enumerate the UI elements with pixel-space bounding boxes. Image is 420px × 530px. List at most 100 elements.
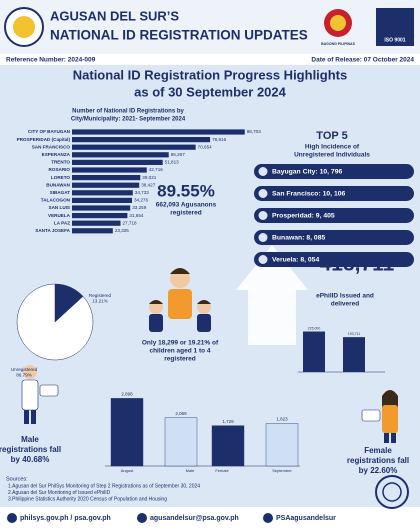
bar xyxy=(164,417,198,467)
fingerprint-icon xyxy=(375,475,409,509)
bar xyxy=(72,220,121,226)
category-label: PROSPERIDAD (Capital) xyxy=(17,137,71,142)
source-item: 3.Philippine Statistics Authority 2020 C… xyxy=(8,496,167,502)
female-note: registrations fall xyxy=(347,456,409,465)
male-note: Male xyxy=(21,435,39,444)
category-label: BUNAWAN xyxy=(46,182,70,187)
source-item: 1.Agusan del Sur PhilSys Monitoring of S… xyxy=(8,483,200,489)
reference: Reference Number: 2024-009 xyxy=(6,57,96,64)
value-label: 2,898 xyxy=(121,392,133,397)
sources-title: Sources: xyxy=(6,476,28,482)
footer-website: philsys.gov.ph / psa.gov.ph xyxy=(20,515,111,522)
value-label: 33,259 xyxy=(132,205,146,210)
category-label: SAN LUIS xyxy=(49,205,70,210)
bar xyxy=(343,337,365,372)
value-label: 34,733 xyxy=(135,190,149,195)
top5-dot xyxy=(258,211,268,220)
bar xyxy=(72,159,163,165)
category-label: SANTA JOSEFA xyxy=(35,228,70,233)
bar xyxy=(72,213,128,219)
bar xyxy=(72,190,133,196)
coverage-text: registered xyxy=(170,210,201,217)
fingerprint-icon xyxy=(382,482,402,502)
header-title: NATIONAL ID REGISTRATION UPDATES xyxy=(50,28,308,43)
bar xyxy=(303,331,325,372)
top5-subtitle: Unregistered Individuals xyxy=(294,152,370,159)
value-label: 193,711 xyxy=(348,332,360,336)
top5-dot xyxy=(258,189,268,198)
psa-logo-inner xyxy=(13,16,35,38)
children-note: registered xyxy=(164,356,195,363)
bagong-text: BAGONG PILIPINAS xyxy=(321,42,356,46)
category-label: LORETO xyxy=(51,175,70,180)
top5-item: Bayugan City: 10, 796 xyxy=(272,169,342,176)
top5-pill xyxy=(254,230,414,245)
category-label: LA PAZ xyxy=(54,220,70,225)
bar xyxy=(211,425,245,467)
category-label: TRENTO xyxy=(51,160,70,165)
value-label: 225,000 xyxy=(308,326,321,330)
female-note: by 22.60% xyxy=(359,466,398,475)
value-label: 42,716 xyxy=(149,167,163,172)
kids-illustration xyxy=(149,268,211,332)
pie-value-label: 13.21% xyxy=(92,299,108,304)
female-figure xyxy=(361,390,398,443)
value-label: 55,267 xyxy=(171,152,185,157)
value-label: 98,703 xyxy=(247,129,261,134)
footer-band xyxy=(0,507,420,530)
footer-email: agusandelsur@psa.gov.ph xyxy=(150,515,239,522)
category-label: Female xyxy=(215,468,229,473)
bar xyxy=(72,205,131,211)
value-label: 23,325 xyxy=(115,228,129,233)
web-icon xyxy=(7,513,17,523)
value-label: 78,916 xyxy=(212,137,226,142)
bar xyxy=(110,398,144,467)
legend-label: September xyxy=(272,468,292,473)
value-label: 34,276 xyxy=(134,198,148,203)
bagong-logo-inner xyxy=(330,15,346,31)
ephilid-caption: delivered xyxy=(331,301,360,308)
value-label: 51,813 xyxy=(165,160,179,165)
bar xyxy=(72,167,147,173)
chart-title: City/Municipality: 2021- September 2024 xyxy=(71,117,186,123)
category-label: ROSARIO xyxy=(49,167,71,172)
value-label: 70,654 xyxy=(198,144,212,149)
male-figure xyxy=(21,365,59,424)
bar xyxy=(72,228,113,234)
children-note: children aged 1 to 4 xyxy=(149,348,210,355)
value-label: 38,427 xyxy=(141,182,155,187)
value-label: 39,021 xyxy=(142,175,156,180)
release-date: Date of Release: 07 October 2024 xyxy=(311,57,414,64)
main-title: as of 30 September 2024 xyxy=(134,84,287,99)
top5-item: Bunawan: 8, 085 xyxy=(272,235,325,242)
bar xyxy=(72,144,196,150)
children-note: Only 18,299 or 19.21% of xyxy=(142,340,219,347)
header-title: AGUSAN DEL SUR’S xyxy=(50,8,179,23)
top5-dot xyxy=(258,167,268,176)
top5-pill xyxy=(254,208,414,223)
top5-dot xyxy=(258,255,268,264)
legend-label: August xyxy=(121,468,134,473)
top5-title: TOP 5 xyxy=(316,130,347,142)
category-label: SAN FRANCISCO xyxy=(32,144,71,149)
male-note: by 40.68% xyxy=(11,455,50,464)
value-label: 2,069 xyxy=(175,411,187,416)
email-icon xyxy=(137,513,147,523)
female-note: Female xyxy=(364,446,392,455)
value-label: 1,729 xyxy=(222,419,234,424)
iso-text: ISO 9001 xyxy=(384,37,405,43)
reference-band xyxy=(0,54,420,65)
pie-value-label: 86.79% xyxy=(16,373,32,378)
top5-pill xyxy=(254,186,414,201)
source-item: 2.Agusan del Sur Monitoring of Issued eP… xyxy=(8,490,111,496)
top5-dot xyxy=(258,233,268,242)
top5-item: San Francisco: 10, 106 xyxy=(272,191,346,198)
bar xyxy=(72,137,211,143)
category-label: CITY OF BAYUGAN xyxy=(28,129,71,134)
chart-title: Number of National ID Registrations by xyxy=(72,109,184,115)
pie-label: Unregistered xyxy=(11,367,38,372)
coverage-text: 662,093 Agusanons xyxy=(156,202,217,209)
category-label: VERUELA xyxy=(48,213,71,218)
